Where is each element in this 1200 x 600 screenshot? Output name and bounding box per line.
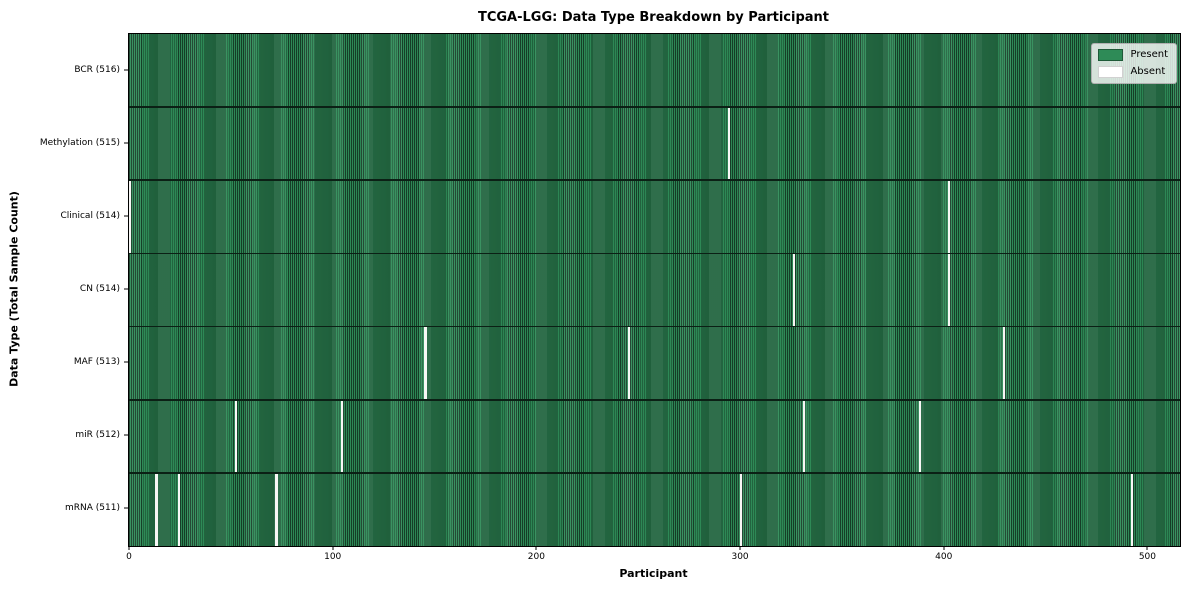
x-axis-label: Participant: [619, 567, 688, 580]
absent-marker: [727, 107, 731, 181]
row-divider: [129, 106, 1180, 108]
absent-marker: [177, 472, 181, 546]
x-tick-label-0: 0: [126, 552, 132, 562]
x-tick-mark: [535, 546, 537, 550]
x-tick-mark: [332, 546, 334, 550]
x-tick-mark: [1146, 546, 1148, 550]
legend-item-present: Present: [1098, 49, 1168, 61]
x-tick-mark: [739, 546, 741, 550]
absent-marker: [792, 253, 796, 327]
heatmap-row-cn: [129, 253, 1180, 327]
y-tick-label-maf: MAF (513): [73, 357, 120, 368]
y-tick-mark: [124, 361, 128, 363]
heatmap-row-methylation: [129, 107, 1180, 181]
legend-label-absent: Absent: [1130, 66, 1166, 77]
y-tick-label-bcr: BCR (516): [74, 64, 120, 75]
x-tick-mark: [943, 546, 945, 550]
legend-label-present: Present: [1130, 49, 1168, 60]
heatmap-row-mrna: [129, 472, 1180, 546]
y-axis-label: Data Type (Total Sample Count): [7, 191, 21, 387]
present-swatch-icon: [1098, 49, 1124, 61]
y-tick-mark: [124, 507, 128, 509]
y-tick-mark: [124, 288, 128, 290]
y-tick-label-methylation: Methylation (515): [39, 137, 120, 148]
absent-marker: [1130, 472, 1134, 546]
y-tick-label-clinical: Clinical (514): [60, 210, 120, 221]
heatmap-row-maf: [129, 326, 1180, 400]
row-divider: [129, 325, 1180, 328]
y-tick-label-mir: miR (512): [75, 430, 120, 441]
absent-marker: [919, 399, 922, 473]
x-tick-mark: [128, 546, 130, 550]
absent-marker: [340, 399, 344, 473]
y-tick-mark: [124, 142, 128, 144]
row-divider: [129, 398, 1180, 401]
heatmap-row-bcr: [129, 34, 1180, 108]
absent-marker: [275, 472, 278, 546]
absent-marker: [803, 399, 806, 473]
x-tick-label-100: 100: [324, 552, 342, 562]
x-tick-label-300: 300: [731, 552, 749, 562]
y-tick-label-cn: CN (514): [79, 284, 120, 294]
row-divider: [129, 252, 1180, 255]
absent-marker: [627, 326, 631, 400]
row-divider: [129, 179, 1180, 182]
absent-marker: [947, 180, 950, 254]
absent-marker: [1002, 326, 1005, 400]
absent-marker: [739, 472, 743, 546]
y-tick-label-mrna: mRNA (511): [65, 503, 120, 514]
plot-area: Present Absent: [128, 33, 1181, 547]
absent-marker: [424, 326, 427, 400]
x-tick-label-200: 200: [527, 552, 545, 562]
absent-swatch-icon: [1098, 66, 1124, 78]
chart-title: TCGA-LGG: Data Type Breakdown by Partici…: [477, 10, 830, 25]
heatmap-row-mir: [129, 399, 1180, 473]
x-tick-label-500: 500: [1138, 552, 1157, 562]
legend: Present Absent: [1091, 43, 1177, 84]
y-tick-mark: [124, 434, 128, 436]
row-divider: [129, 472, 1180, 474]
absent-marker: [155, 472, 158, 546]
x-tick-label-400: 400: [935, 552, 953, 562]
absent-marker: [234, 399, 238, 473]
heatmap-row-clinical: [128, 180, 1180, 254]
y-tick-mark: [124, 69, 128, 71]
absent-marker: [128, 180, 132, 254]
y-tick-mark: [124, 215, 128, 217]
legend-item-absent: Absent: [1098, 66, 1168, 78]
absent-marker: [947, 253, 950, 327]
